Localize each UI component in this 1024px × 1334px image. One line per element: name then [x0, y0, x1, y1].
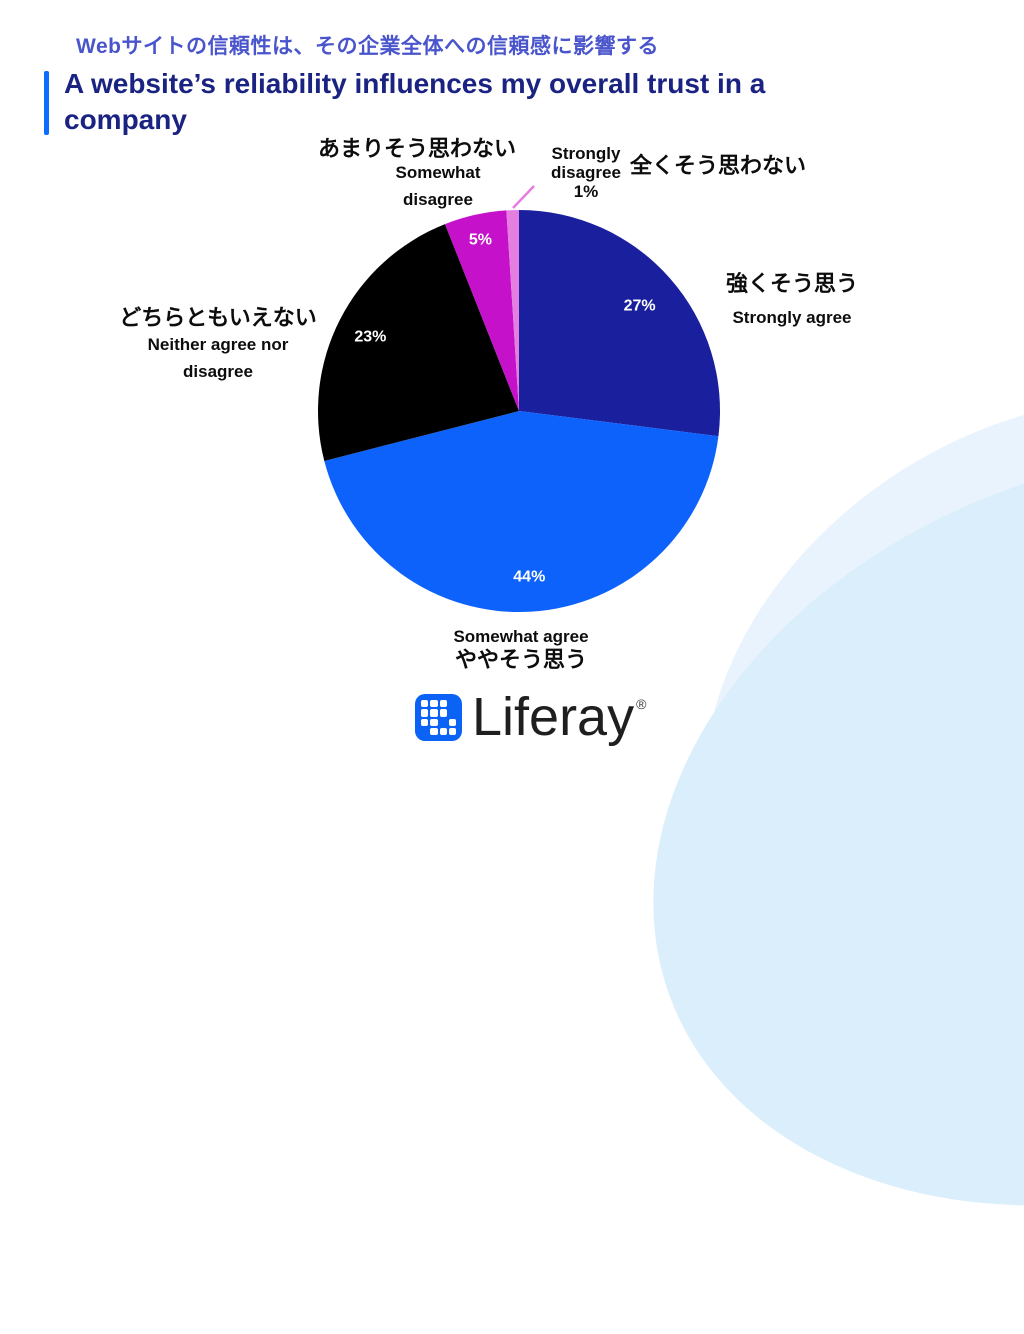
pie-percent-label-neither-agree-nor-disagree: 23% [354, 328, 386, 345]
registered-trademark-symbol: ® [636, 696, 647, 712]
logo-grid-gap [440, 719, 447, 726]
logo-grid-cell [448, 718, 456, 726]
logo-grid-gap [449, 709, 456, 716]
pie-slice-strongly-agree [519, 209, 721, 437]
logo-grid-gap [421, 728, 428, 735]
title-accent-bar [44, 71, 49, 135]
pie-slice-somewhat-agree [324, 411, 719, 613]
label-strongly-agree: 強くそう思う Strongly agree [725, 271, 858, 327]
liferay-logo: Liferay ® [415, 687, 647, 747]
logo-grid-gap [449, 700, 456, 707]
pie-slice-neither-agree-nor-disagree [317, 224, 519, 461]
strongly-disagree-leader-line [512, 185, 535, 209]
logo-grid-cell [430, 700, 438, 708]
pie-slice-somewhat-disagree [445, 210, 519, 411]
logo-grid-cell [430, 718, 438, 726]
label-strongly-disagree-jp: 全くそう思わない [630, 153, 807, 178]
logo-grid-cell [421, 709, 429, 717]
label-strongly-disagree-en: Strongly disagree 1% [540, 144, 632, 201]
slide-title-line-1: A website’s reliability influences my ov… [64, 68, 766, 99]
label-somewhat-agree: Somewhat agree ややそう思う [453, 627, 589, 672]
logo-grid-cell [430, 727, 438, 735]
label-somewhat-disagree-en: Somewhat disagree [395, 163, 481, 209]
logo-grid-cell [448, 727, 456, 735]
pie-slice-strongly-disagree [506, 210, 519, 411]
pie-chart: 27% 44% 23% 5% [317, 185, 721, 613]
slide-title-line-2: company [64, 104, 187, 135]
label-somewhat-disagree-jp: あまりそう思わない [317, 136, 516, 161]
strongly-disagree-percent: 1% [573, 182, 599, 201]
slide-title: A website’s reliability influences my ov… [64, 66, 884, 138]
label-neither: どちらともいえない Neither agree nor disagree [119, 305, 317, 381]
pie-percent-label-somewhat-disagree: 5% [469, 231, 492, 248]
logo-grid-cell [421, 718, 429, 726]
logo-grid-cell [439, 727, 447, 735]
pie-percent-label-strongly-agree: 27% [624, 298, 656, 315]
liferay-logo-icon [415, 694, 462, 741]
logo-grid-cell [439, 709, 447, 717]
logo-grid-cell [421, 700, 429, 708]
slide-subtitle-japanese: Webサイトの信頼性は、その企業全体への信頼感に影響する [76, 35, 659, 58]
logo-grid-cell [439, 700, 447, 708]
logo-grid-cell [430, 709, 438, 717]
liferay-wordmark: Liferay [472, 687, 635, 747]
pie-percent-label-somewhat-agree: 44% [513, 569, 545, 586]
